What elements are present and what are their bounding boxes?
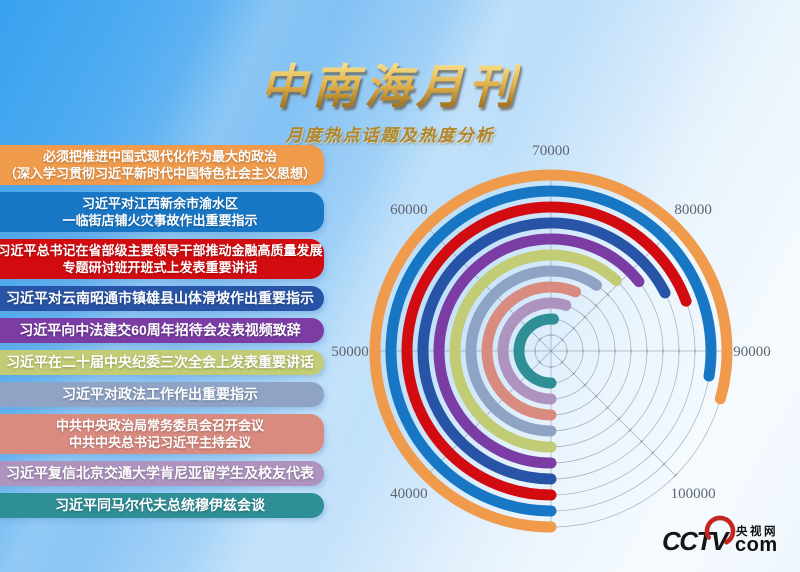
topic-bar-label: 中共中央总书记习近平主持会议 <box>68 435 251 450</box>
topic-bar: 习近平向中法建交60周年招待会发表视频致辞 <box>0 318 324 343</box>
cctv-wordmark: CCTV <box>662 526 728 556</box>
topic-arc <box>465 265 602 437</box>
angle-axis-label: 60000 <box>390 202 428 218</box>
angle-axis-labels: 40000 50000 60000 70000 80000 90000 100000 <box>331 143 771 502</box>
topic-bar: 习近平总书记在省部级主要领导干部推动金融高质量发展 专题研讨班开班式上发表重要讲话 <box>0 239 324 279</box>
radius-axis-tick <box>605 405 610 410</box>
radius-axis-tick <box>662 462 667 467</box>
topic-bar-label: 习近平对政法工作作出重要指示 <box>62 386 258 402</box>
angle-axis-label: 40000 <box>390 486 428 502</box>
topic-arcs <box>369 169 733 533</box>
cctv-com-label: com <box>735 534 778 556</box>
topic-bar-label: 习近平对云南昭通市镇雄县山体滑坡作出重要指示 <box>6 290 314 306</box>
topic-bar-label: 习近平复信北京交通大学肯尼亚留学生及校友代表 <box>6 465 314 481</box>
page-subtitle: 月度热点话题及热度分析 <box>285 126 495 145</box>
topic-arc <box>385 185 717 517</box>
topic-bar-label: 一临街店铺火灾事故作出重要指示 <box>62 213 258 228</box>
angle-axis-label: 70000 <box>532 143 570 159</box>
angle-axis-label: 50000 <box>331 344 369 360</box>
angle-axis-label: 80000 <box>674 202 712 218</box>
radius-axis-tick <box>628 428 633 433</box>
topic-bar-label: 习近平同马尔代夫总统穆伊兹会谈 <box>55 497 265 513</box>
topic-arc <box>401 201 692 501</box>
topic-bar: 习近平对云南昭通市镇雄县山体滑坡作出重要指示 <box>0 286 324 311</box>
topic-bar-label: 中共中央政治局常务委员会召开会议 <box>55 417 264 433</box>
topic-bar-label: 专题研讨班开班式上发表重要讲话 <box>62 260 258 275</box>
radius-axis-tick <box>605 292 610 297</box>
angle-axis-label: 90000 <box>733 344 771 360</box>
topic-bar: 必须把推进中国式现代化作为最大的政治 （深入学习贯彻习近平新时代中国特色社会主义思… <box>0 145 324 185</box>
topic-arc <box>497 297 572 405</box>
topic-list: 必须把推进中国式现代化作为最大的政治 （深入学习贯彻习近平新时代中国特色社会主义思… <box>0 145 324 518</box>
topic-arc <box>369 169 733 533</box>
header: 中南海月刊 月度热点话题及热度分析 <box>0 48 780 146</box>
polar-chart: 40000 50000 60000 70000 80000 90000 100000 <box>331 143 771 533</box>
angle-axis-label: 100000 <box>671 486 716 502</box>
topic-bar-label: 习近平对江西新余市渝水区 <box>81 195 238 211</box>
topic-bar: 习近平对江西新余市渝水区一临街店铺火灾事故作出重要指示 <box>0 192 324 232</box>
topic-arc <box>481 281 581 421</box>
radius-axis-tick <box>616 416 621 421</box>
topic-bar: 习近平同马尔代夫总统穆伊兹会谈 <box>0 493 324 518</box>
topic-bar-label: 习近平在二十届中央纪委三次全会上发表重要讲话 <box>6 354 314 370</box>
topic-arc <box>417 217 671 485</box>
topic-bar-label: 习近平向中法建交60周年招待会发表视频致辞 <box>19 322 301 338</box>
topic-bar-label: （深入学习贯彻习近平新时代中国特色社会主义思想） <box>4 166 317 181</box>
radius-axis-tick <box>594 394 599 399</box>
topic-arc <box>513 313 560 389</box>
radius-axis-tick <box>571 326 576 331</box>
topic-bar-label: 习近平总书记在省部级主要领导干部推动金融高质量发展 <box>0 242 323 258</box>
radius-axis-tick <box>537 360 542 365</box>
topic-bar: 习近平在二十届中央纪委三次全会上发表重要讲话 <box>0 350 324 375</box>
topic-bar: 中共中央政治局常务委员会召开会议 中共中央总书记习近平主持会议 <box>0 414 324 454</box>
radius-axis-tick <box>537 337 542 342</box>
cctv-logo: CCTV 央视网 com <box>652 504 794 562</box>
radius-axis-tick <box>650 450 655 455</box>
topic-bar: 习近平对政法工作作出重要指示 <box>0 382 324 407</box>
radius-axis-tick <box>582 315 587 320</box>
topic-arc <box>449 249 622 453</box>
radius-axis-tick <box>582 382 587 387</box>
cctv-swoosh-icon <box>704 515 736 545</box>
radius-axis-tick <box>560 337 565 342</box>
radius-axis-tick <box>571 371 576 376</box>
topic-bar-label: 必须把推进中国式现代化作为最大的政治 <box>42 148 277 164</box>
page-title: 中南海月刊 <box>260 48 520 117</box>
radius-axis-tick <box>639 439 644 444</box>
cctv-cn-label: 央视网 <box>736 526 778 538</box>
radius-axis-tick <box>594 303 599 308</box>
topic-arc <box>433 233 645 469</box>
radius-axis-tick <box>560 360 565 365</box>
polar-spoke <box>550 350 676 476</box>
radius-axis-tick <box>673 473 678 478</box>
topic-bar: 习近平复信北京交通大学肯尼亚留学生及校友代表 <box>0 461 324 486</box>
